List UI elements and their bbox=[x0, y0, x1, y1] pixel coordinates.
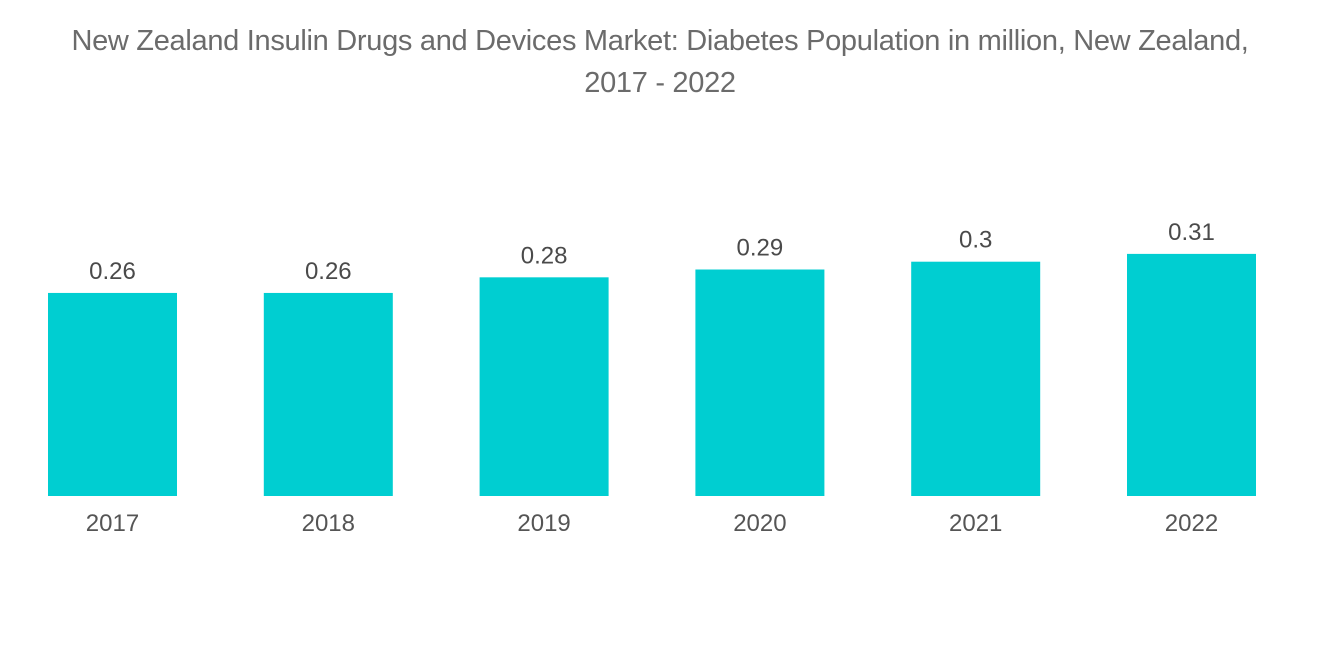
x-tick-label-2018: 2018 bbox=[302, 510, 355, 537]
x-tick-label-2021: 2021 bbox=[949, 510, 1002, 537]
x-tick-label-2019: 2019 bbox=[517, 510, 570, 537]
data-label-2021: 0.3 bbox=[959, 227, 992, 254]
data-label-2019: 0.28 bbox=[521, 242, 568, 269]
data-label-2022: 0.31 bbox=[1168, 219, 1215, 246]
bar-2021 bbox=[911, 261, 1041, 496]
chart-title: New Zealand Insulin Drugs and Devices Ma… bbox=[71, 25, 1249, 99]
bar-2022 bbox=[1127, 253, 1256, 496]
x-tick-label-2020: 2020 bbox=[733, 510, 786, 537]
data-label-2017: 0.26 bbox=[89, 258, 136, 285]
x-tick-label-2022: 2022 bbox=[1165, 510, 1218, 537]
data-label-2018: 0.26 bbox=[305, 258, 352, 285]
bar-2020 bbox=[695, 269, 825, 496]
data-label-2020: 0.29 bbox=[737, 235, 784, 262]
bar-2019 bbox=[479, 277, 609, 496]
bar-2017 bbox=[48, 292, 177, 496]
bar-2018 bbox=[263, 292, 393, 496]
x-tick-label-2017: 2017 bbox=[86, 510, 139, 537]
